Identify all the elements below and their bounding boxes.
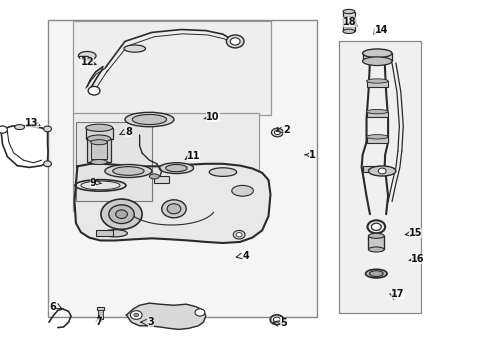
Text: 12: 12 <box>80 57 94 67</box>
Circle shape <box>378 168 386 174</box>
Ellipse shape <box>91 159 107 165</box>
Text: 7: 7 <box>96 317 102 327</box>
Text: 6: 6 <box>49 302 56 312</box>
Text: 18: 18 <box>343 17 357 27</box>
Ellipse shape <box>166 165 187 172</box>
Circle shape <box>230 38 240 45</box>
Bar <box>363 166 388 172</box>
Bar <box>368 236 384 249</box>
Ellipse shape <box>86 124 113 131</box>
Text: 5: 5 <box>280 318 287 328</box>
Text: 15: 15 <box>409 228 422 238</box>
Bar <box>87 139 111 162</box>
Bar <box>97 307 104 310</box>
Text: 3: 3 <box>147 317 154 327</box>
Bar <box>343 12 355 31</box>
Polygon shape <box>126 303 206 329</box>
Bar <box>339 41 421 313</box>
Ellipse shape <box>368 166 396 176</box>
Circle shape <box>116 210 127 219</box>
Ellipse shape <box>369 271 383 276</box>
Ellipse shape <box>368 247 384 252</box>
Bar <box>86 128 113 139</box>
Ellipse shape <box>15 125 24 130</box>
Ellipse shape <box>105 165 152 177</box>
Text: 11: 11 <box>187 150 200 161</box>
Text: 2: 2 <box>283 125 290 135</box>
Circle shape <box>162 200 186 218</box>
Text: 17: 17 <box>391 289 405 300</box>
Circle shape <box>109 205 134 224</box>
Bar <box>367 137 388 143</box>
Bar <box>48 20 317 317</box>
Circle shape <box>134 313 139 317</box>
Circle shape <box>233 230 245 239</box>
Circle shape <box>195 309 205 316</box>
Ellipse shape <box>209 168 237 176</box>
Circle shape <box>274 130 280 135</box>
Ellipse shape <box>78 51 96 60</box>
Circle shape <box>130 311 142 319</box>
Bar <box>91 142 107 159</box>
Ellipse shape <box>367 79 388 83</box>
Circle shape <box>236 233 242 237</box>
Ellipse shape <box>113 167 144 175</box>
Ellipse shape <box>363 49 392 58</box>
Ellipse shape <box>124 45 146 52</box>
Bar <box>76 122 152 201</box>
Bar <box>96 230 113 236</box>
Circle shape <box>371 223 381 230</box>
Ellipse shape <box>91 140 107 145</box>
Ellipse shape <box>232 185 253 196</box>
Ellipse shape <box>132 114 167 125</box>
Ellipse shape <box>343 9 355 14</box>
Ellipse shape <box>367 109 388 114</box>
Text: 14: 14 <box>374 24 388 35</box>
Circle shape <box>226 35 244 48</box>
Polygon shape <box>74 164 270 243</box>
Bar <box>73 21 271 115</box>
Bar <box>363 53 392 61</box>
Circle shape <box>0 126 7 133</box>
Ellipse shape <box>366 269 387 278</box>
Text: 8: 8 <box>125 127 132 138</box>
Ellipse shape <box>368 233 384 238</box>
Bar <box>98 310 103 319</box>
Ellipse shape <box>125 112 174 127</box>
Bar <box>154 176 169 183</box>
Ellipse shape <box>87 135 111 142</box>
Circle shape <box>44 161 51 167</box>
Circle shape <box>270 315 284 325</box>
Text: 4: 4 <box>243 251 249 261</box>
Text: 1: 1 <box>309 150 316 160</box>
Circle shape <box>273 317 280 322</box>
Circle shape <box>271 128 283 137</box>
Ellipse shape <box>367 135 388 139</box>
Circle shape <box>44 126 51 132</box>
Ellipse shape <box>363 57 392 66</box>
Bar <box>367 81 388 87</box>
Ellipse shape <box>103 230 127 237</box>
Ellipse shape <box>159 163 194 174</box>
Ellipse shape <box>343 29 355 33</box>
Ellipse shape <box>149 174 159 179</box>
Text: 13: 13 <box>25 118 39 128</box>
Text: 16: 16 <box>411 254 424 264</box>
Circle shape <box>88 86 100 95</box>
Text: 9: 9 <box>90 178 97 188</box>
Bar <box>73 113 259 211</box>
Text: 10: 10 <box>206 112 220 122</box>
Circle shape <box>167 204 181 214</box>
Bar <box>367 112 388 117</box>
Circle shape <box>101 199 142 229</box>
